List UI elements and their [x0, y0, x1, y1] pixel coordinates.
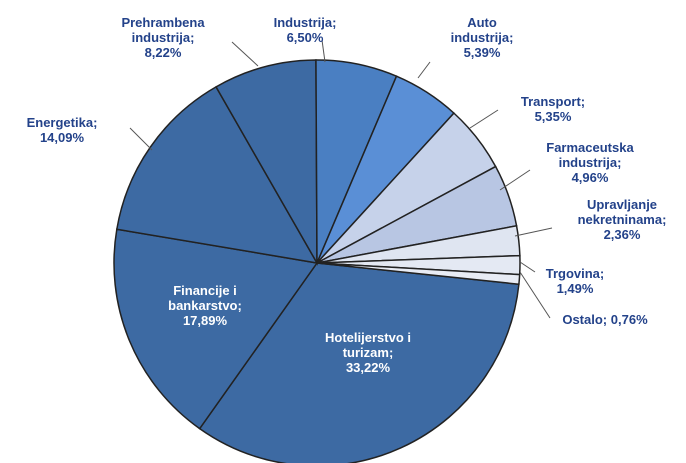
value-label: 33,22%	[345, 360, 391, 375]
slice-label: Industrija; 6,50%	[255, 15, 355, 45]
leader-line	[519, 261, 536, 273]
leader-line	[231, 41, 259, 67]
leader-line	[321, 39, 326, 63]
slice-label: Ostalo; 0,76%	[545, 312, 665, 327]
category-label: Financije i bankarstvo;	[168, 283, 242, 313]
value-label: 5,39%	[463, 45, 501, 60]
leader-line	[469, 109, 499, 129]
category-label: Ostalo;	[562, 312, 608, 327]
value-label: 4,96%	[571, 170, 609, 185]
value-label: 17,89%	[182, 313, 228, 328]
category-label: Hotelijerstvo i turizam;	[325, 330, 411, 360]
value-label: 1,49%	[556, 281, 594, 296]
category-label: Farmaceutska industrija;	[546, 140, 634, 170]
leader-lines	[129, 39, 553, 319]
slice-label: Trgovina; 1,49%	[535, 266, 615, 296]
value-label: 14,09%	[39, 130, 85, 145]
slice-label: Auto industrija; 5,39%	[437, 15, 527, 60]
leader-line	[514, 227, 553, 237]
slice	[198, 262, 520, 463]
slice-label: Energetika; 14,09%	[2, 115, 122, 145]
slice-label: Upravljanje nekretninama; 2,36%	[557, 197, 686, 242]
slice-label: Transport; 5,35%	[503, 94, 603, 124]
slice	[115, 85, 319, 265]
leader-line	[519, 271, 551, 319]
value-label: 2,36%	[603, 227, 641, 242]
value-label: 8,22%	[144, 45, 182, 60]
category-label: Trgovina;	[545, 266, 605, 281]
slice-label: Financije i bankarstvo; 17,89%	[150, 283, 260, 328]
slice-label: Farmaceutska industrija; 4,96%	[535, 140, 645, 185]
slice	[113, 228, 319, 430]
value-label: 6,50%	[286, 30, 324, 45]
value-label: 0,76%	[610, 312, 648, 327]
leader-line	[417, 61, 431, 79]
slice-label: Prehrambena industrija; 8,22%	[108, 15, 218, 60]
slice-label: Hotelijerstvo i turizam; 33,22%	[313, 330, 423, 375]
value-label: 5,35%	[534, 109, 572, 124]
category-label: Auto industrija;	[450, 15, 514, 45]
slice	[215, 59, 318, 266]
category-label: Energetika;	[26, 115, 98, 130]
category-label: Industrija;	[273, 15, 337, 30]
category-label: Transport;	[520, 94, 586, 109]
category-label: Upravljanje nekretninama;	[577, 197, 667, 227]
slice	[316, 262, 521, 286]
leader-line	[129, 127, 153, 151]
slices	[113, 59, 521, 463]
category-label: Prehrambena industrija;	[121, 15, 205, 45]
leader-line	[499, 169, 531, 191]
